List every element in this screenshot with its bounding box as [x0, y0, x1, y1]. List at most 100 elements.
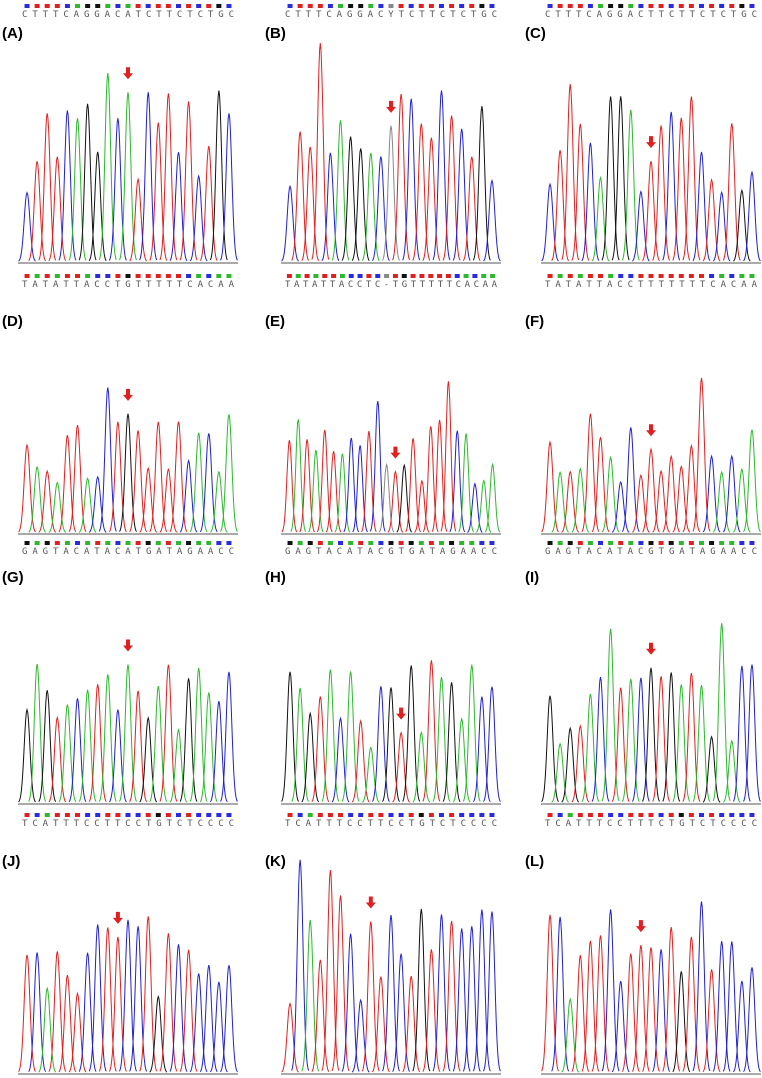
- base-square: [479, 813, 485, 817]
- base-square: [287, 541, 293, 545]
- base-square: [729, 813, 735, 817]
- base-square: [186, 541, 192, 545]
- base-square: [186, 274, 192, 278]
- peak: [601, 628, 620, 802]
- base-square: [410, 274, 416, 278]
- base-square: [95, 813, 101, 817]
- sequence: TATATTACCTGTTTTTCACAA: [22, 280, 235, 290]
- peak: [462, 926, 481, 1072]
- peak: [331, 895, 350, 1072]
- base-square: [438, 4, 444, 8]
- peak: [662, 672, 681, 802]
- peak: [18, 707, 36, 803]
- base-square: [608, 541, 614, 545]
- peak: [189, 668, 208, 802]
- base-square: [54, 4, 60, 8]
- peak: [732, 665, 751, 802]
- peak: [642, 447, 660, 533]
- base-square: [418, 813, 424, 817]
- base-square: [648, 541, 654, 545]
- peak: [169, 944, 188, 1072]
- base-square: [24, 4, 30, 8]
- peak: [139, 466, 158, 533]
- panel: CTTTCAGGACATCTTCTCTGC (A): [2, 4, 238, 264]
- base-square: [206, 4, 212, 8]
- base-square: [115, 541, 121, 545]
- base-square: [327, 813, 333, 817]
- peak: [601, 96, 620, 261]
- peak: [361, 431, 377, 533]
- base-square: [449, 541, 455, 545]
- base-square: [75, 274, 81, 278]
- sequence: GAGTACATACATGATAGAACC: [22, 547, 234, 557]
- panel-label: (K): [265, 853, 286, 870]
- base-square: [479, 4, 485, 8]
- peak: [199, 692, 218, 803]
- base-square: [297, 4, 303, 8]
- base-square: [479, 541, 485, 545]
- sequence: TATATTACCTC-TGTTTTTCACAA: [285, 280, 498, 290]
- peak: [179, 678, 198, 802]
- peak: [149, 994, 168, 1073]
- peak: [722, 739, 741, 803]
- base-square: [567, 813, 573, 817]
- peak: [18, 443, 36, 533]
- base-square: [338, 4, 344, 8]
- peak: [301, 711, 320, 803]
- peak: [119, 664, 137, 802]
- peak: [68, 991, 87, 1073]
- base-square: [437, 274, 443, 278]
- base-square: [577, 541, 583, 545]
- base-square: [317, 541, 323, 545]
- arrow: [396, 707, 407, 720]
- base-square: [709, 4, 715, 8]
- peak: [642, 947, 660, 1072]
- peak: [702, 454, 721, 533]
- peak: [682, 673, 701, 802]
- base-square: [64, 541, 70, 545]
- peak: [581, 693, 600, 803]
- peak: [581, 413, 600, 532]
- peak: [611, 96, 630, 261]
- peak: [331, 120, 350, 261]
- peak: [672, 971, 691, 1073]
- base-square: [618, 274, 624, 278]
- peak: [290, 419, 307, 532]
- peak: [371, 976, 390, 1073]
- base-square: [313, 274, 319, 278]
- panel-label: (L): [525, 853, 544, 870]
- base-square: [186, 813, 192, 817]
- sequence: TATATTACCTTTTTTTCACAA: [545, 280, 758, 290]
- base-square: [105, 4, 111, 8]
- base-square: [125, 4, 131, 8]
- base-square: [304, 274, 310, 278]
- peak: [159, 933, 178, 1072]
- panel: GAGTACATACATGATAGAACC (G): [2, 541, 238, 805]
- base-square: [648, 274, 654, 278]
- peak: [396, 463, 413, 533]
- base-square: [469, 4, 475, 8]
- base-square: [175, 541, 181, 545]
- panel-label: (A): [2, 25, 23, 42]
- base-square: [668, 813, 674, 817]
- base-square: [668, 274, 674, 278]
- peak: [722, 454, 741, 533]
- base-square: [145, 541, 151, 545]
- peak: [571, 123, 590, 261]
- base-square: [54, 541, 60, 545]
- base-square: [75, 813, 81, 817]
- base-square: [297, 541, 303, 545]
- base-square: [628, 274, 634, 278]
- base-square: [739, 4, 745, 8]
- base-square: [105, 813, 111, 817]
- arrow: [646, 136, 656, 149]
- peak: [475, 479, 492, 533]
- base-square: [729, 274, 735, 278]
- base-square: [85, 274, 91, 278]
- base-square: [34, 274, 40, 278]
- peak: [179, 949, 198, 1072]
- peak: [343, 437, 360, 533]
- base-square: [327, 541, 333, 545]
- peak: [733, 188, 751, 262]
- peak: [199, 964, 218, 1073]
